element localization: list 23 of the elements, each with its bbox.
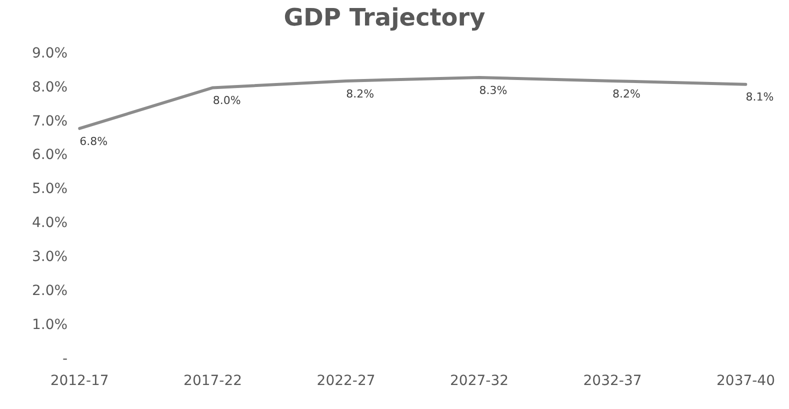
x-tick-label: 2022-27: [316, 373, 376, 390]
x-tick-label: 2032-37: [583, 373, 642, 390]
data-label: 8.3%: [479, 84, 508, 97]
y-tick-label: 3.0%: [32, 249, 68, 266]
data-label: 8.0%: [212, 94, 241, 108]
y-tick-label: 6.0%: [32, 147, 68, 164]
chart-title: GDP Trajectory: [284, 4, 486, 32]
y-tick-label: 7.0%: [32, 113, 68, 130]
x-tick-label: 2037-40: [716, 373, 775, 390]
y-tick-label: 1.0%: [32, 316, 68, 333]
x-tick-label: 2012-17: [50, 373, 109, 390]
x-tick-label: 2017-22: [184, 373, 242, 390]
data-label: 8.2%: [346, 87, 374, 100]
data-label: 6.8%: [80, 134, 108, 148]
y-tick-label: 9.0%: [32, 45, 68, 62]
x-tick-label: 2027-32: [450, 373, 509, 390]
y-tick-label: 5.0%: [32, 181, 68, 198]
data-label: 8.2%: [612, 87, 640, 100]
y-tick-label: 2.0%: [32, 282, 68, 299]
y-tick-label: 8.0%: [32, 79, 68, 96]
y-tick-label: -: [62, 350, 68, 367]
data-label: 8.1%: [746, 90, 774, 104]
y-tick-label: 4.0%: [32, 215, 68, 232]
